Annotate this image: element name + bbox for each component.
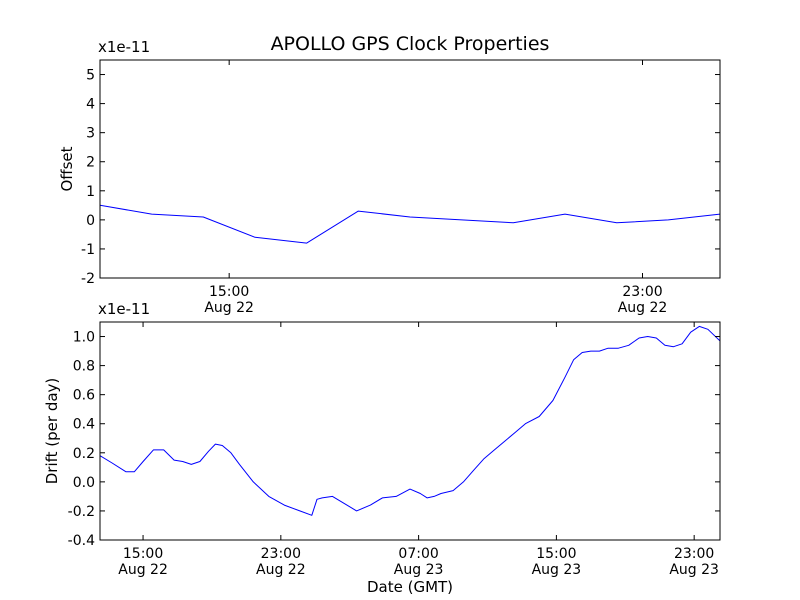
- offset-y-tick-label: -1: [81, 242, 95, 258]
- offset-y-tick-label: 5: [86, 68, 95, 84]
- offset-x-tick-time: 23:00: [622, 284, 662, 300]
- drift-axes-frame: [99, 321, 721, 541]
- offset-y-tick-label: -2: [81, 271, 95, 287]
- drift-y-tick-label: -0.4: [68, 533, 95, 549]
- drift-scale-note: x1e-11: [98, 300, 150, 318]
- drift-x-tick-time: 07:00: [398, 546, 438, 562]
- drift-y-tick-label: 0.4: [73, 417, 95, 433]
- drift-y-tick-label: 0.8: [73, 359, 95, 375]
- offset-x-tick-date: Aug 22: [204, 300, 254, 316]
- drift-series-line: [100, 325, 720, 516]
- offset-plot-area: [100, 204, 720, 244]
- drift-x-tick-time: 15:00: [123, 546, 163, 562]
- drift-x-tick-date: Aug 23: [532, 562, 582, 578]
- drift-x-label: Date (GMT): [367, 578, 453, 596]
- drift-x-tick-date: Aug 23: [394, 562, 444, 578]
- drift-plot-area: [100, 325, 720, 516]
- drift-x-tick-date: Aug 22: [256, 562, 306, 578]
- drift-y-label: Drift (per day): [43, 378, 61, 485]
- offset-x-tick-date: Aug 22: [618, 300, 668, 316]
- offset-y-tick-label: 2: [86, 155, 95, 171]
- drift-x-tick-date: Aug 23: [669, 562, 719, 578]
- drift-y-tick-label: 0.2: [73, 446, 95, 462]
- offset-y-tick-label: 3: [86, 126, 95, 142]
- drift-y-tick-label: 1.0: [73, 330, 95, 346]
- drift-y-tick-label: 0.0: [73, 475, 95, 491]
- drift-y-tick-label: -0.2: [68, 504, 95, 520]
- drift-x-tick-time: 23:00: [674, 546, 714, 562]
- drift-x-tick-date: Aug 22: [118, 562, 168, 578]
- chart-title: APOLLO GPS Clock Properties: [271, 33, 550, 55]
- drift-x-tick-time: 15:00: [536, 546, 576, 562]
- drift-y-axis: -0.4 -0.2 0.0 0.2 0.4 0.6 0.8 1.0: [68, 330, 720, 549]
- offset-y-axis: -2 -1 0 1 2 3 4 5: [81, 68, 720, 287]
- offset-y-tick-label: 4: [86, 97, 95, 113]
- offset-scale-note: x1e-11: [98, 38, 150, 56]
- offset-y-tick-label: 0: [86, 213, 95, 229]
- offset-axes-frame: [99, 59, 721, 279]
- offset-y-tick-label: 1: [86, 184, 95, 200]
- drift-y-tick-label: 0.6: [73, 388, 95, 404]
- offset-x-tick-time: 15:00: [209, 284, 249, 300]
- drift-x-tick-time: 23:00: [261, 546, 301, 562]
- offset-y-label: Offset: [58, 146, 76, 191]
- offset-series-line: [100, 204, 720, 244]
